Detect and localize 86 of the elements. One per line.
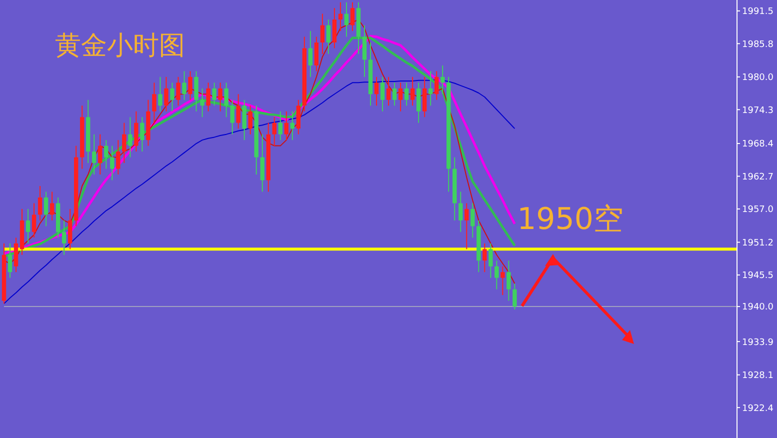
candlestick [344, 2, 349, 38]
candlestick [404, 82, 409, 106]
candlestick [170, 82, 174, 112]
candlestick [428, 70, 433, 106]
candlestick [296, 99, 300, 135]
y-tick-label: 1962.7 [742, 172, 774, 182]
ref-line-label: 1950空 [517, 202, 624, 238]
candlestick [422, 76, 427, 118]
candlestick [434, 70, 439, 100]
candlestick [362, 24, 367, 78]
y-tick-label: 1957.0 [742, 205, 774, 216]
candlestick [290, 110, 294, 141]
candlestick [62, 220, 66, 256]
candlestick [512, 283, 517, 310]
candlestick [410, 76, 415, 106]
candlestick [380, 76, 385, 112]
candlestick [416, 82, 421, 124]
candlestick [152, 82, 156, 124]
candlestick [374, 76, 379, 106]
candlestick [212, 82, 216, 106]
y-tick-label: 1991.5 [742, 7, 774, 18]
candlestick [224, 82, 228, 118]
candlestick [50, 191, 54, 221]
y-tick-label: 1928.1 [742, 371, 774, 382]
candlestick [332, 8, 337, 49]
y-tick-label: 1968.4 [742, 140, 774, 150]
y-tick-label: 1922.4 [742, 404, 774, 414]
candlestick [386, 76, 391, 106]
candlestick [440, 64, 445, 95]
candlestick [230, 99, 234, 135]
candlestick [482, 242, 487, 273]
candlestick [122, 122, 126, 164]
candlestick [326, 19, 331, 54]
candlestick [500, 266, 505, 296]
candlestick [188, 70, 192, 100]
candlestick [260, 134, 264, 192]
candlestick [236, 94, 240, 130]
candlestick [464, 202, 469, 250]
y-tick-label: 1945.5 [742, 271, 774, 282]
y-tick-label: 1974.3 [742, 106, 774, 116]
candlestick [44, 191, 48, 227]
y-tick-label: 1980.0 [742, 73, 774, 84]
y-tick-label: 1951.2 [742, 238, 774, 248]
candlestick [392, 82, 397, 106]
y-tick-label: 1940.0 [742, 302, 774, 313]
candlestick [398, 82, 403, 112]
candlestick [194, 70, 198, 112]
candlestick [488, 242, 493, 278]
candlestick [494, 260, 499, 290]
candlestick [308, 30, 313, 78]
candlestick [14, 237, 18, 273]
candlestick [26, 208, 30, 244]
candlestick [128, 116, 132, 158]
candlestick [68, 208, 72, 250]
y-tick-label: 1933.9 [742, 338, 774, 348]
candlestick [38, 185, 42, 221]
candlestick [314, 36, 319, 72]
candlestick [242, 99, 246, 141]
candlestick [116, 140, 120, 176]
candlestick [140, 116, 144, 152]
candlestick [200, 88, 204, 118]
candlestick [206, 82, 210, 112]
candlestick [176, 76, 180, 106]
candlestick [458, 191, 463, 232]
y-tick-label: 1985.8 [742, 40, 774, 50]
candlestick [98, 134, 102, 176]
candlestick [470, 202, 475, 238]
candlestick [278, 110, 282, 141]
candlestick [110, 145, 114, 181]
candlestick [134, 110, 138, 152]
candlestick [32, 202, 36, 238]
candlestick [164, 76, 168, 112]
candlestick [248, 105, 252, 135]
candlestick [8, 242, 12, 278]
candlestick [506, 260, 511, 302]
candlestick [182, 70, 186, 100]
candlestick [272, 116, 276, 146]
candlestick [92, 134, 96, 176]
candlestick [350, 2, 355, 32]
candlestick [218, 82, 222, 112]
candlestick [320, 13, 325, 54]
text: 黄金小时图 [55, 30, 185, 63]
candlestick [284, 110, 288, 141]
candlestick [338, 2, 343, 32]
candlestick [158, 76, 162, 112]
candlestick [104, 140, 108, 170]
